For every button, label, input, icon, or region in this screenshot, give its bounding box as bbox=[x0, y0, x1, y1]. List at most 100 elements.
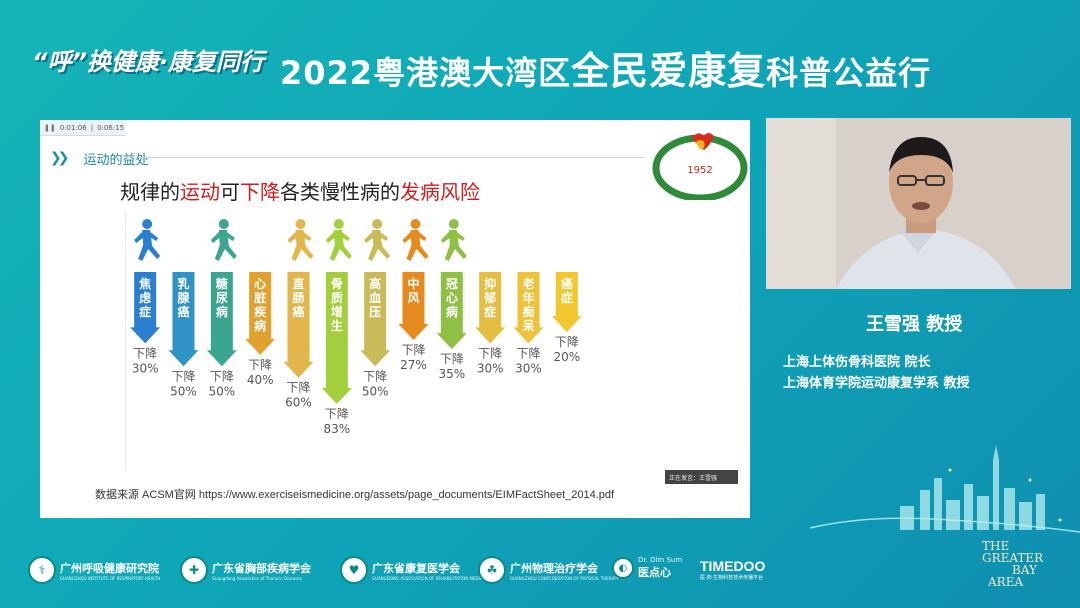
time-separator: | bbox=[90, 123, 94, 132]
chart-bar-arrow bbox=[283, 272, 314, 378]
value-label-prefix: 下降 bbox=[516, 346, 540, 360]
footer-org-sub: GUANGDONG ASSOCIATION OF REHABILITATION … bbox=[372, 575, 490, 581]
section-divider bbox=[140, 157, 645, 158]
category-label-char: 乳 bbox=[177, 276, 189, 291]
category-label-char: 癌 bbox=[561, 276, 573, 291]
pause-icon[interactable]: ❚❚ bbox=[44, 123, 56, 132]
category-label-char: 血 bbox=[369, 290, 381, 305]
time-current: 0:01:06 bbox=[59, 123, 87, 132]
category-label-char: 病 bbox=[446, 304, 458, 319]
category-label-char: 症 bbox=[484, 304, 496, 319]
value-label: 35% bbox=[438, 367, 465, 381]
chart-bar-arrow bbox=[475, 272, 506, 344]
value-label-prefix: 下降 bbox=[171, 369, 195, 383]
category-label-char: 抑 bbox=[484, 276, 496, 291]
value-label-prefix: 下降 bbox=[478, 346, 502, 360]
footer-dimsum: ◐ Dr. Dim Sum 医点心 bbox=[612, 556, 682, 580]
event-title: 2022粤港澳大湾区全民爱康复科普公益行 bbox=[280, 40, 931, 95]
chart-area: 焦虑症下降 30% 乳腺癌下降 50% 糖尿病下降 50% 心脏疾病下降 40% 直肠癌下降 60… bbox=[125, 212, 585, 470]
gz-physio-logo-icon: ☘ bbox=[478, 556, 506, 584]
category-label-char: 虑 bbox=[139, 290, 151, 305]
value-label: 50% bbox=[362, 384, 389, 398]
chart-bar-arrow bbox=[360, 272, 391, 367]
category-label-char: 症 bbox=[139, 304, 151, 319]
category-label-char: 压 bbox=[369, 305, 381, 319]
footer-org-name: 广州呼吸健康研究院 bbox=[60, 561, 159, 575]
presentation-slide: ❚❚ 0:01:06 | 0:06:15 ❯❯ 运动的益处 1952 规律的运动… bbox=[40, 120, 750, 518]
footer-org-sub: GUANGZHOU CONFEDERATION OF PHYSICAL THER… bbox=[510, 575, 619, 581]
logo-year: 1952 bbox=[687, 165, 712, 176]
chart-bar-arrow bbox=[168, 272, 199, 367]
gd-thoracic-logo-icon: ✚ bbox=[180, 556, 208, 584]
runner-icon bbox=[325, 219, 352, 261]
speaker-name-tag: 正在发言：王雪强 bbox=[665, 470, 738, 484]
runner-icon bbox=[134, 219, 161, 261]
footer-org-0: ⚕ 广州呼吸健康研究院 GUANGZHOU INSTITUTE OF RESPI… bbox=[28, 556, 160, 584]
footer-org-2: ♥ 广东省康复医学会 GUANGDONG ASSOCIATION OF REHA… bbox=[340, 556, 489, 584]
time-total: 0:06:15 bbox=[97, 123, 125, 132]
value-label-prefix: 下降 bbox=[286, 381, 310, 395]
category-label-char: 肠 bbox=[292, 290, 304, 305]
speaker-affiliation-2: 上海体育学院运动康复学系 教授 bbox=[783, 376, 970, 391]
gz-respiratory-logo-icon: ⚕ bbox=[28, 556, 56, 584]
dim-sum-logo-icon: ◐ bbox=[612, 557, 634, 579]
heading-segment: 运动 bbox=[180, 180, 220, 204]
double-chevron-icon: ❯❯ bbox=[50, 150, 70, 166]
category-label-char: 焦 bbox=[138, 276, 151, 291]
category-label-char: 老 bbox=[522, 276, 534, 291]
category-label-char: 癌 bbox=[177, 304, 189, 319]
value-label-prefix: 下降 bbox=[133, 346, 157, 360]
chart-bar-arrow bbox=[551, 272, 582, 332]
runner-icon bbox=[287, 219, 314, 261]
footer-org-name: 广州物理治疗学会 bbox=[510, 561, 598, 575]
gba-line-2: BAY bbox=[1012, 563, 1037, 577]
category-label-char: 中 bbox=[407, 276, 419, 291]
section-header: ❯❯ 运动的益处 bbox=[50, 147, 148, 169]
gba-line-0: THE bbox=[982, 539, 1010, 553]
event-slogan: “呼”换健康·康复同行 bbox=[32, 48, 265, 76]
value-label-prefix: 下降 bbox=[363, 369, 387, 383]
media-player-bar[interactable]: ❚❚ 0:01:06 | 0:06:15 bbox=[40, 120, 125, 136]
category-label-char: 增 bbox=[331, 304, 343, 319]
chart-bar-arrow bbox=[130, 272, 161, 344]
value-label: 27% bbox=[400, 358, 427, 372]
category-label-char: 病 bbox=[216, 304, 228, 319]
value-label: 30% bbox=[515, 361, 542, 375]
category-label-char: 生 bbox=[331, 318, 343, 333]
category-label-char: 呆 bbox=[521, 319, 534, 333]
category-label-char: 脏 bbox=[254, 290, 266, 305]
slide-heading: 规律的运动可下降各类慢性病的发病风险 bbox=[120, 176, 480, 205]
timedoo-tagline: 医·药·生物科技技术传播平台 bbox=[700, 575, 764, 581]
category-label-char: 疾 bbox=[254, 304, 266, 319]
city-skyline-illustration bbox=[809, 445, 1080, 533]
speaker-video-feed bbox=[766, 118, 1071, 289]
speaker-figure bbox=[766, 118, 1071, 289]
chart-bar-arrow bbox=[321, 272, 352, 404]
value-label-prefix: 下降 bbox=[555, 335, 579, 349]
value-label: 20% bbox=[553, 350, 580, 364]
event-title-suffix: 科普公益行 bbox=[766, 54, 932, 92]
timedoo-logo: TIMEDOO bbox=[700, 558, 766, 574]
category-label-char: 心 bbox=[254, 277, 266, 291]
category-label-char: 糖 bbox=[216, 276, 228, 291]
category-label-char: 年 bbox=[522, 290, 534, 305]
risk-reduction-chart: 焦虑症下降30%乳腺癌下降50%糖尿病下降50%心脏疾病下降40%直肠癌下降60… bbox=[130, 219, 582, 436]
value-label-prefix: 下降 bbox=[325, 407, 349, 421]
category-label-char: 直 bbox=[292, 276, 304, 291]
value-label: 40% bbox=[247, 373, 274, 387]
value-label-prefix: 下降 bbox=[401, 343, 425, 357]
chart-bar-arrow bbox=[436, 272, 467, 350]
footer-org-sub: GUANGZHOU INSTITUTE OF RESPIRATORY HEALT… bbox=[60, 575, 161, 581]
dimsum-en: Dr. Dim Sum bbox=[638, 556, 683, 564]
category-label-char: 腺 bbox=[177, 290, 190, 305]
gba-line-3: AREA bbox=[988, 575, 1024, 589]
category-label-char: 病 bbox=[254, 318, 266, 333]
chart-bar-arrow bbox=[513, 272, 544, 344]
category-label-char: 高 bbox=[369, 276, 381, 291]
data-source-note: 数据来源 ACSM官网 https://www.exerciseismedici… bbox=[95, 489, 615, 501]
value-label: 50% bbox=[170, 384, 197, 398]
speaker-affiliation-1: 上海上体伤骨科医院 院长 bbox=[783, 355, 931, 370]
university-logo: 1952 bbox=[652, 133, 748, 200]
category-label-char: 骨 bbox=[331, 277, 343, 291]
category-label-char: 冠 bbox=[446, 277, 458, 291]
